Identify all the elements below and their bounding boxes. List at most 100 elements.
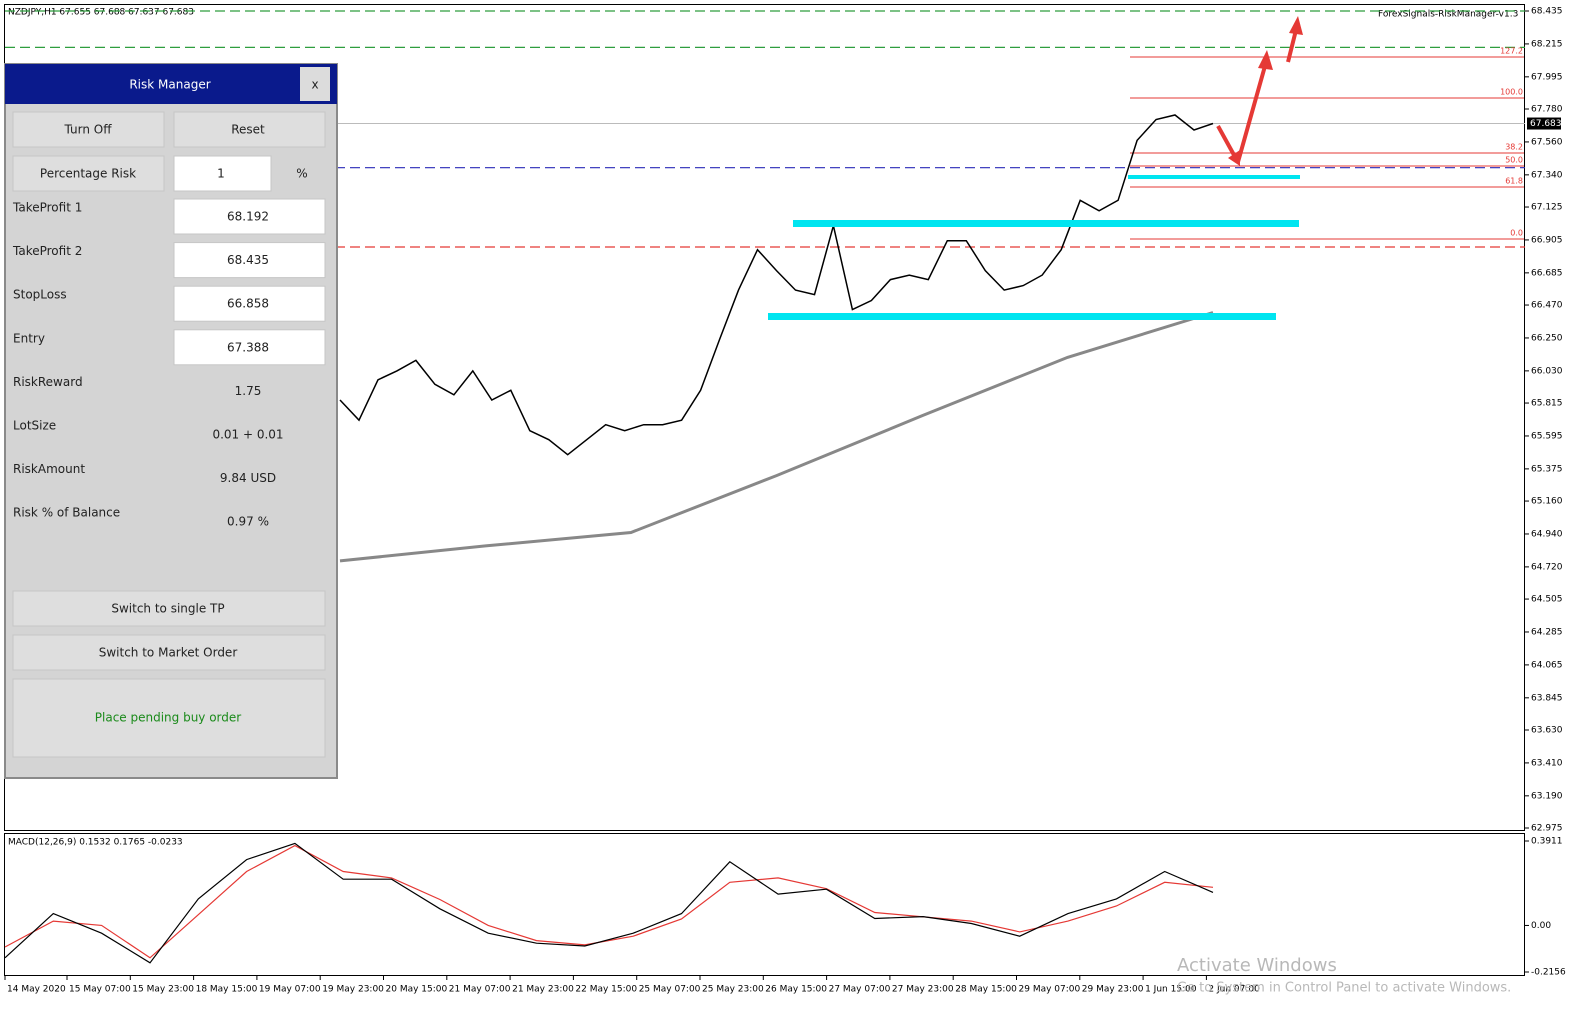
y-tick-label: 64.720 bbox=[1531, 562, 1563, 572]
x-tick-label: 19 May 07:00 bbox=[259, 985, 321, 995]
fib-label: 50.0 bbox=[1505, 156, 1523, 165]
y-tick-label: 66.030 bbox=[1531, 366, 1563, 376]
y-tick-label: 62.975 bbox=[1531, 824, 1563, 834]
button-label[interactable]: Switch to Market Order bbox=[99, 646, 238, 660]
field-label: StopLoss bbox=[13, 288, 67, 302]
button[interactable] bbox=[12, 155, 165, 192]
y-tick-label: 0.00 bbox=[1531, 921, 1551, 931]
y-tick-label: -0.2156 bbox=[1531, 968, 1566, 978]
x-tick-label: 29 May 07:00 bbox=[1019, 985, 1081, 995]
field-value: 9.84 USD bbox=[220, 471, 276, 485]
macd-frame bbox=[4, 833, 1525, 976]
field-value: 67.388 bbox=[227, 340, 269, 354]
ma200-line bbox=[339, 311, 1214, 563]
input[interactable] bbox=[173, 242, 326, 279]
input[interactable] bbox=[173, 198, 326, 235]
button-label[interactable]: Switch to single TP bbox=[111, 602, 224, 616]
macd-line bbox=[4, 842, 1214, 964]
fib-label: 0.0 bbox=[1510, 229, 1523, 238]
field-value: 0.01 + 0.01 bbox=[212, 428, 283, 442]
indicator-name: ForexSignals-RiskManager-v1.3 bbox=[1378, 10, 1518, 20]
x-tick-label: 25 May 07:00 bbox=[639, 985, 701, 995]
panel-title: Risk Manager bbox=[129, 78, 210, 92]
risk-manager-panel: Risk Manager x Turn Off Reset Percentage… bbox=[4, 63, 338, 779]
zone bbox=[768, 313, 1276, 320]
x-tick-label: 19 May 23:00 bbox=[322, 985, 384, 995]
chart-layer: 68.435 68.215 67.995 67.780 67.560 67.340 67.1… bbox=[4, 7, 1566, 995]
y-tick-label: 68.215 bbox=[1531, 39, 1563, 49]
y-tick-label: 0.3911 bbox=[1531, 837, 1563, 847]
price-line bbox=[339, 114, 1214, 456]
y-tick-label: 67.340 bbox=[1531, 170, 1563, 180]
x-tick-label: 18 May 15:00 bbox=[196, 985, 258, 995]
macd-label: MACD(12,26,9) 0.1532 0.1765 -0.0233 bbox=[8, 838, 183, 848]
watermark-text: Go to System in Control Panel to activat… bbox=[1177, 981, 1511, 996]
input[interactable] bbox=[173, 155, 272, 192]
field-label: Risk % of Balance bbox=[13, 506, 120, 520]
field-label: TakeProfit 2 bbox=[12, 244, 82, 258]
y-tick-label: 65.160 bbox=[1531, 497, 1563, 507]
button[interactable] bbox=[12, 111, 165, 148]
y-tick-label: 64.940 bbox=[1531, 529, 1563, 539]
field-label: RiskAmount bbox=[13, 462, 85, 476]
zone bbox=[793, 220, 1299, 227]
symbol-info: NZDJPY,H1 67.655 67.688 67.637 67.683 bbox=[8, 8, 194, 18]
y-tick-label: 67.995 bbox=[1531, 72, 1563, 82]
x-tick-label: 22 May 15:00 bbox=[575, 985, 637, 995]
x-tick-label: 1 Jun 15:00 bbox=[1145, 985, 1197, 995]
y-tick-label: 67.780 bbox=[1531, 105, 1563, 115]
y-tick-label: 66.905 bbox=[1531, 235, 1563, 245]
order-label[interactable]: Place pending buy order bbox=[95, 711, 242, 725]
x-tick-label: 26 May 15:00 bbox=[765, 985, 827, 995]
fib-label: 100.0 bbox=[1500, 88, 1523, 97]
y-tick-label: 67.560 bbox=[1531, 137, 1563, 147]
button-label[interactable]: Turn Off bbox=[64, 123, 113, 137]
arrows bbox=[1216, 16, 1303, 166]
unit: % bbox=[296, 167, 307, 181]
current-price-label: 67.683 bbox=[1530, 119, 1562, 129]
field-label: LotSize bbox=[13, 419, 56, 433]
button-label[interactable]: Reset bbox=[231, 123, 265, 137]
button[interactable] bbox=[173, 111, 326, 148]
y-tick-label: 63.410 bbox=[1531, 758, 1563, 768]
y-tick-label: 63.190 bbox=[1531, 791, 1563, 801]
x-tick-label: 25 May 23:00 bbox=[702, 985, 764, 995]
y-tick-label: 63.630 bbox=[1531, 725, 1563, 735]
x-tick-label: 15 May 23:00 bbox=[132, 985, 194, 995]
field-label: TakeProfit 1 bbox=[12, 201, 82, 215]
y-tick-label: 64.505 bbox=[1531, 595, 1563, 605]
button[interactable] bbox=[12, 590, 326, 627]
x-tick-label: 14 May 2020 bbox=[7, 985, 66, 995]
y-tick-label: 64.065 bbox=[1531, 660, 1563, 670]
fib-label: 127.2 bbox=[1500, 47, 1523, 56]
field-label: RiskReward bbox=[13, 375, 83, 389]
x-tick-label: 21 May 23:00 bbox=[512, 985, 574, 995]
field-label: Entry bbox=[13, 331, 45, 345]
close-button[interactable] bbox=[300, 67, 330, 101]
input-value[interactable]: 1 bbox=[217, 167, 225, 181]
panel-titlebar bbox=[5, 64, 337, 104]
fib-label: 61.8 bbox=[1505, 177, 1523, 186]
field-value: 0.97 % bbox=[227, 515, 269, 529]
y-tick-label: 66.470 bbox=[1531, 301, 1563, 311]
x-tick-label: 2 Jun 07:00 bbox=[1208, 985, 1260, 995]
input[interactable] bbox=[173, 285, 326, 322]
input[interactable] bbox=[173, 329, 326, 366]
button-label[interactable]: Percentage Risk bbox=[40, 167, 136, 181]
button[interactable] bbox=[12, 634, 326, 671]
zone bbox=[1128, 175, 1300, 179]
field-value: 66.858 bbox=[227, 297, 269, 311]
x-tick-label: 28 May 15:00 bbox=[955, 985, 1017, 995]
x-tick-label: 27 May 07:00 bbox=[829, 985, 891, 995]
order-button[interactable] bbox=[12, 678, 326, 758]
y-tick-label: 66.250 bbox=[1531, 333, 1563, 343]
field-value: 68.192 bbox=[227, 210, 269, 224]
field-value: 1.75 bbox=[235, 384, 262, 398]
close-label[interactable]: x bbox=[311, 78, 318, 92]
y-tick-label: 64.285 bbox=[1531, 627, 1563, 637]
x-tick-label: 20 May 15:00 bbox=[386, 985, 448, 995]
field-value: 68.435 bbox=[227, 253, 269, 267]
x-tick-label: 27 May 23:00 bbox=[892, 985, 954, 995]
x-tick-label: 29 May 23:00 bbox=[1082, 985, 1144, 995]
